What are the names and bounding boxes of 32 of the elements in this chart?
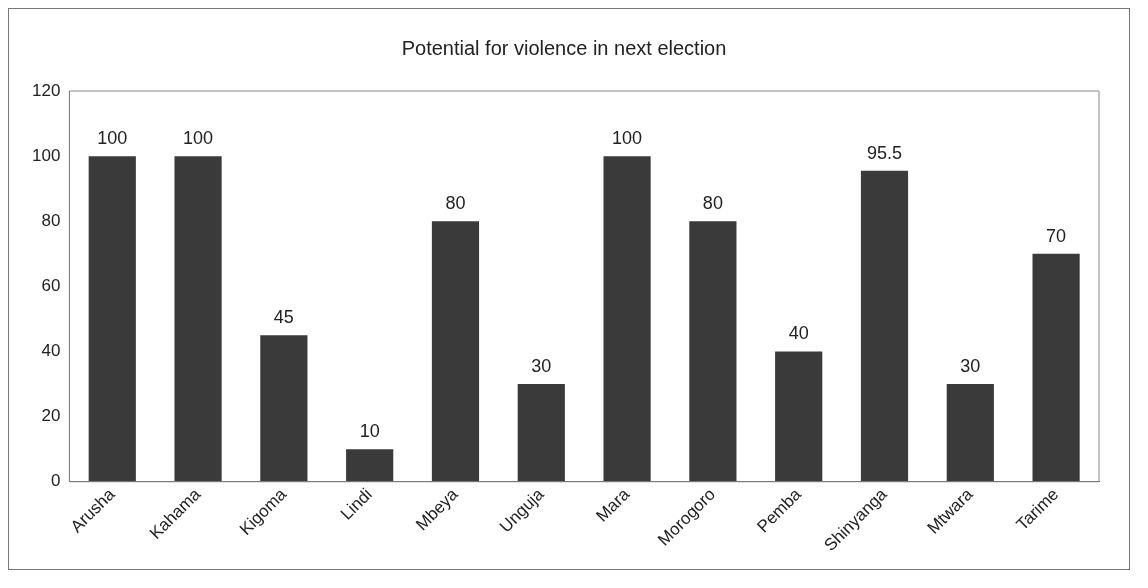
bar [689, 221, 737, 482]
bar [1032, 253, 1080, 482]
data-label: 45 [273, 307, 294, 328]
y-tick-label: 120 [31, 80, 61, 100]
bar [88, 156, 136, 482]
y-tick-label: 80 [41, 210, 61, 230]
data-label: 30 [531, 356, 552, 377]
bar [603, 156, 651, 482]
data-label: 10 [359, 421, 380, 442]
data-label: 70 [1046, 225, 1067, 246]
y-tick-label: 20 [41, 406, 61, 426]
y-tick-label: 40 [41, 341, 61, 361]
bar [946, 384, 994, 482]
data-label: 95.5 [866, 142, 903, 163]
data-label: 40 [788, 323, 809, 344]
bar [260, 335, 308, 482]
y-tick-label: 100 [31, 145, 61, 165]
chart-title: Potential for violence in next election [401, 36, 727, 59]
bar [174, 156, 222, 482]
y-tick-label: 60 [41, 276, 61, 296]
data-label: 80 [445, 193, 466, 214]
y-tick-label: 0 [50, 471, 61, 491]
bar [431, 221, 480, 482]
data-label: 100 [97, 128, 128, 149]
bar [346, 449, 394, 482]
bar [775, 351, 823, 482]
data-label: 80 [702, 193, 723, 214]
data-label: 100 [612, 128, 643, 149]
bar [860, 170, 909, 482]
bar [517, 384, 565, 482]
data-label: 100 [183, 128, 214, 149]
data-label: 30 [960, 356, 981, 377]
